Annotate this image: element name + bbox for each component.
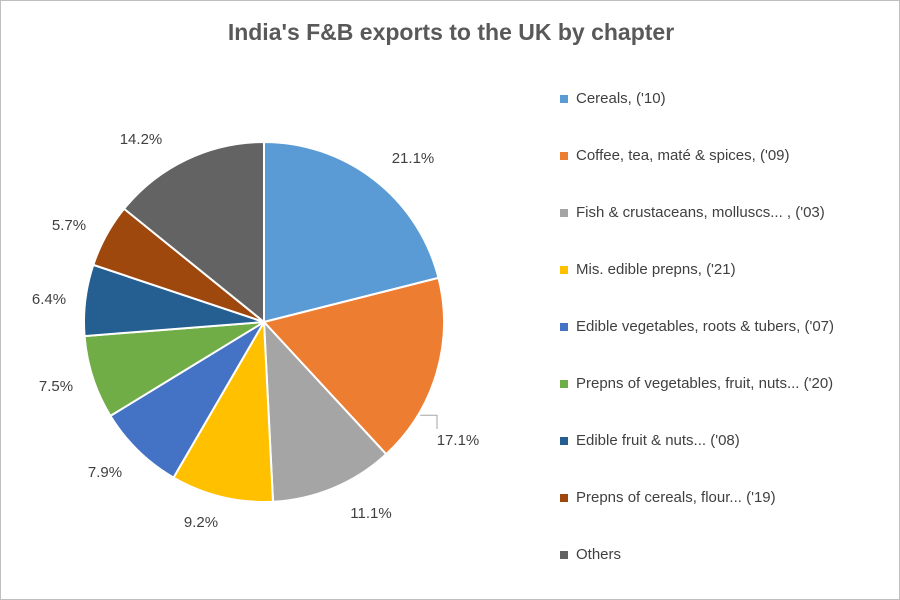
legend-label: Mis. edible prepns, ('21) (576, 261, 736, 278)
leader-lines (420, 414, 438, 429)
legend-item: Fish & crustaceans, molluscs... , ('03) (560, 201, 890, 225)
legend: Cereals, ('10) Coffee, tea, maté & spices… (560, 1, 895, 599)
legend-label: Coffee, tea, maté & spices, ('09) (576, 147, 790, 164)
legend-item: Others (560, 543, 890, 567)
data-label: 14.2% (120, 131, 163, 148)
data-label: 17.1% (437, 432, 480, 449)
legend-label: Cereals, ('10) (576, 90, 666, 107)
legend-swatch (560, 95, 568, 103)
data-label: 9.2% (184, 514, 218, 531)
chart-title: India's F&B exports to the UK by chapter (227, 19, 675, 45)
legend-label: Edible vegetables, roots & tubers, ('07) (576, 318, 835, 335)
leader-line (420, 414, 438, 429)
legend-item: Edible fruit & nuts... ('08) (560, 429, 890, 453)
data-label: 7.9% (88, 464, 122, 481)
legend-item: Prepns of vegetables, fruit, nuts... ('2… (560, 372, 890, 396)
data-labels: 21.1% 17.1% 11.1% 9.2% 7.9% 7.5% 6.4% 5.7% 14.2% (32, 131, 479, 531)
legend-swatch (560, 209, 568, 217)
legend-swatch (560, 152, 568, 160)
pie-chart: 21.1% 17.1% 11.1% 9.2% 7.9% 7.5% 6.4% 5.7% 14.2% (32, 131, 479, 531)
legend-item: Mis. edible prepns, ('21) (560, 258, 890, 282)
legend-swatch (560, 437, 568, 445)
legend-swatch (560, 380, 568, 388)
legend-item: Edible vegetables, roots & tubers, ('07) (560, 315, 890, 339)
legend-item: Coffee, tea, maté & spices, ('09) (560, 144, 890, 168)
legend-label: Prepns of cereals, flour... ('19) (576, 489, 776, 506)
data-label: 7.5% (39, 378, 73, 395)
legend-label: Others (576, 546, 622, 563)
legend-item: Prepns of cereals, flour... ('19) (560, 486, 890, 510)
legend-label: Edible fruit & nuts... ('08) (576, 432, 740, 449)
data-label: 6.4% (32, 291, 66, 308)
legend-swatch (560, 266, 568, 274)
legend-item: Cereals, ('10) (560, 87, 890, 111)
data-label: 5.7% (52, 217, 86, 234)
pie-slice (262, 276, 445, 456)
pie-slice (122, 140, 265, 325)
pie-slice (263, 140, 440, 324)
data-label: 21.1% (392, 150, 435, 167)
legend-swatch (560, 494, 568, 502)
legend-label: Prepns of vegetables, fruit, nuts... ('2… (576, 375, 834, 392)
data-label: 11.1% (350, 505, 391, 522)
legend-label: Fish & crustaceans, molluscs... , ('03) (576, 204, 825, 221)
pie-slice (262, 319, 388, 503)
legend-swatch (560, 551, 568, 559)
pie-slices (83, 140, 445, 503)
legend-swatch (560, 323, 568, 331)
pie-slice (172, 318, 275, 503)
